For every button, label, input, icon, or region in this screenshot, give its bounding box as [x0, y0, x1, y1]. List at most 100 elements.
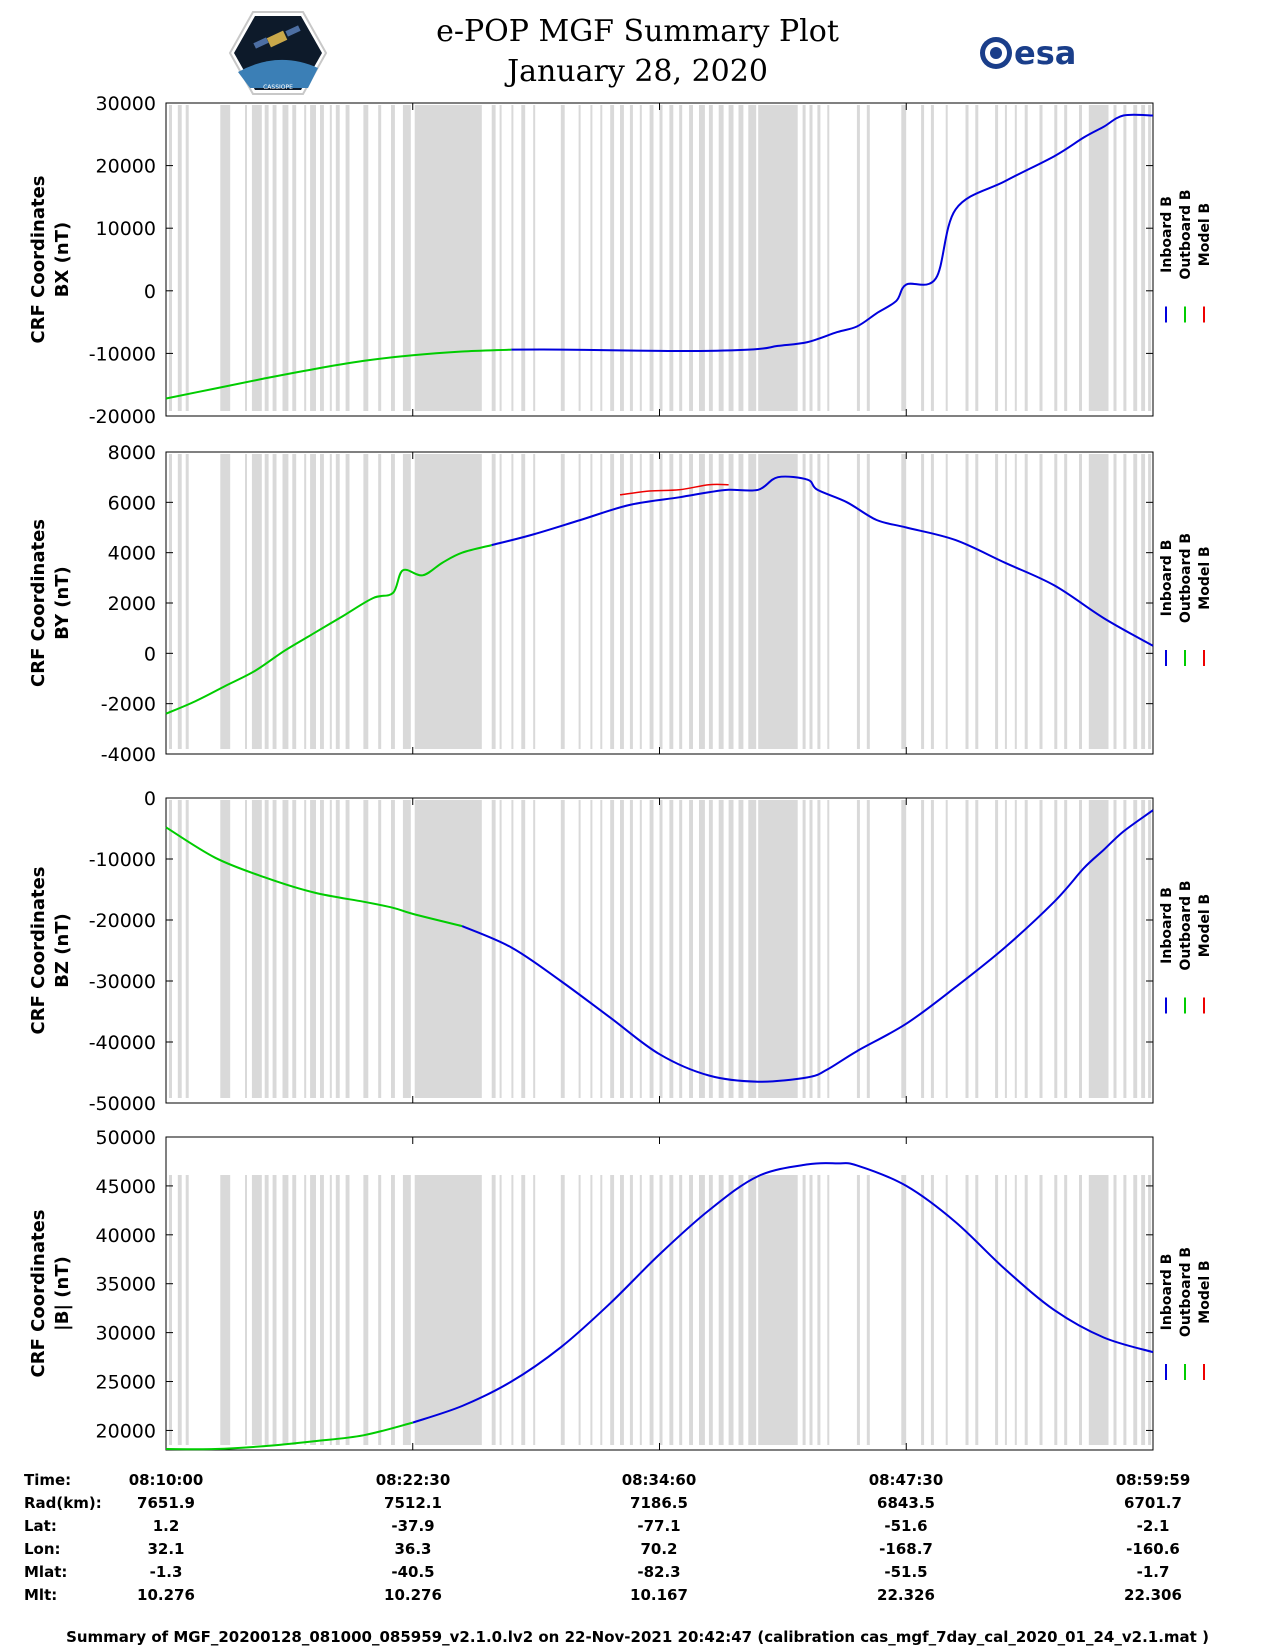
gap-band	[1039, 454, 1043, 749]
gap-band	[620, 454, 624, 749]
gap-band	[1133, 454, 1138, 749]
gap-band	[491, 105, 496, 411]
gap-band	[728, 800, 734, 1098]
gap-band	[1079, 800, 1082, 1098]
gap-band	[748, 1175, 757, 1445]
gap-band	[995, 1175, 999, 1445]
gap-band	[728, 1175, 734, 1445]
gap-band	[600, 105, 603, 411]
gap-band	[533, 800, 536, 1098]
gap-band	[1123, 454, 1127, 749]
gap-band	[1148, 800, 1152, 1098]
gap-band	[402, 1175, 411, 1445]
y-tick-label: -10000	[89, 343, 156, 365]
gap-band	[689, 1175, 693, 1445]
inboard-b-line	[412, 1162, 1154, 1424]
gap-band	[185, 454, 189, 749]
gap-band	[610, 454, 615, 749]
gap-band	[866, 800, 870, 1098]
gap-band	[345, 454, 350, 749]
gap-band	[817, 105, 821, 411]
legend-label: Model B	[1197, 1260, 1213, 1323]
gap-band	[1064, 800, 1068, 1098]
chart-panel-bmag: 50000 45000 40000 35000 30000 25000 20000 CRF C…	[28, 1127, 1213, 1451]
gap-band	[802, 105, 806, 411]
y-axis-label: BY (nT)	[52, 566, 73, 640]
gap-band	[659, 800, 663, 1098]
gap-band	[827, 800, 830, 1098]
gap-band	[491, 454, 496, 749]
gap-band	[1024, 454, 1028, 749]
gap-band	[629, 454, 633, 749]
gap-band	[304, 800, 307, 1098]
gap-band	[610, 1175, 615, 1445]
gap-band	[699, 1175, 705, 1445]
gap-band	[533, 1175, 536, 1445]
gap-band	[378, 800, 382, 1098]
gap-band	[245, 1175, 247, 1445]
model-b-line	[619, 483, 729, 496]
legend-label: Model B	[1197, 894, 1213, 957]
plot-title: e-POP MGF Summary Plot	[436, 14, 839, 49]
gap-band	[975, 800, 979, 1098]
gap-band	[511, 1175, 514, 1445]
y-tick-label: 35000	[96, 1274, 156, 1296]
y-axis-label: BZ (nT)	[52, 913, 73, 988]
table-cell: -160.6	[1126, 1540, 1180, 1558]
gap-band	[414, 454, 482, 749]
gap-band	[1014, 800, 1017, 1098]
gap-band	[1141, 800, 1146, 1098]
gap-band	[718, 1175, 724, 1445]
gap-band	[738, 800, 744, 1098]
table-cell: 7512.1	[384, 1494, 442, 1512]
gap-band	[511, 105, 514, 411]
gap-band	[292, 800, 297, 1098]
gap-band	[1141, 454, 1146, 749]
table-cell: -40.5	[391, 1563, 434, 1581]
gap-band	[272, 1175, 277, 1445]
gap-band	[679, 454, 683, 749]
gap-band	[708, 800, 713, 1098]
gap-band	[649, 1175, 654, 1445]
gap-band	[600, 1175, 603, 1445]
table-cell: 10.167	[630, 1586, 688, 1604]
gap-band	[945, 1175, 948, 1445]
gap-band	[669, 800, 674, 1098]
gap-band	[669, 454, 674, 749]
gap-band	[310, 105, 316, 411]
gap-band	[251, 105, 262, 411]
table-cell: 08:59:59	[1116, 1471, 1191, 1489]
gap-band	[345, 1175, 350, 1445]
gap-band	[220, 105, 231, 411]
legend-label: Inboard B	[1159, 887, 1175, 964]
gap-band	[669, 105, 674, 411]
gap-band	[282, 454, 289, 749]
gap-band	[185, 105, 189, 411]
legend: Inboard B Outboard B Model B	[1159, 1247, 1213, 1380]
gap-band	[329, 105, 332, 411]
gap-band	[185, 1175, 189, 1445]
gap-band	[391, 105, 395, 411]
footer-caption: Summary of MGF_20200128_081000_085959_v2…	[66, 1628, 1209, 1646]
gap-band	[499, 1175, 502, 1445]
gap-band	[320, 454, 324, 749]
gap-band	[1004, 1175, 1007, 1445]
y-tick-label: -30000	[89, 971, 156, 993]
y-tick-label: 4000	[108, 543, 156, 565]
gap-band	[1024, 800, 1028, 1098]
gap-band	[310, 1175, 316, 1445]
gap-band	[901, 454, 907, 749]
y-tick-label: 20000	[96, 1420, 156, 1442]
y-tick-label: 25000	[96, 1372, 156, 1394]
gap-band	[578, 454, 581, 749]
gap-band	[272, 800, 277, 1098]
gap-band	[491, 1175, 496, 1445]
legend-label: Outboard B	[1178, 189, 1194, 279]
gap-band	[335, 454, 340, 749]
table-cell: 22.326	[877, 1586, 935, 1604]
gap-band	[995, 454, 999, 749]
gap-band	[335, 800, 340, 1098]
gap-band	[1024, 1175, 1028, 1445]
gap-band	[1039, 1175, 1043, 1445]
